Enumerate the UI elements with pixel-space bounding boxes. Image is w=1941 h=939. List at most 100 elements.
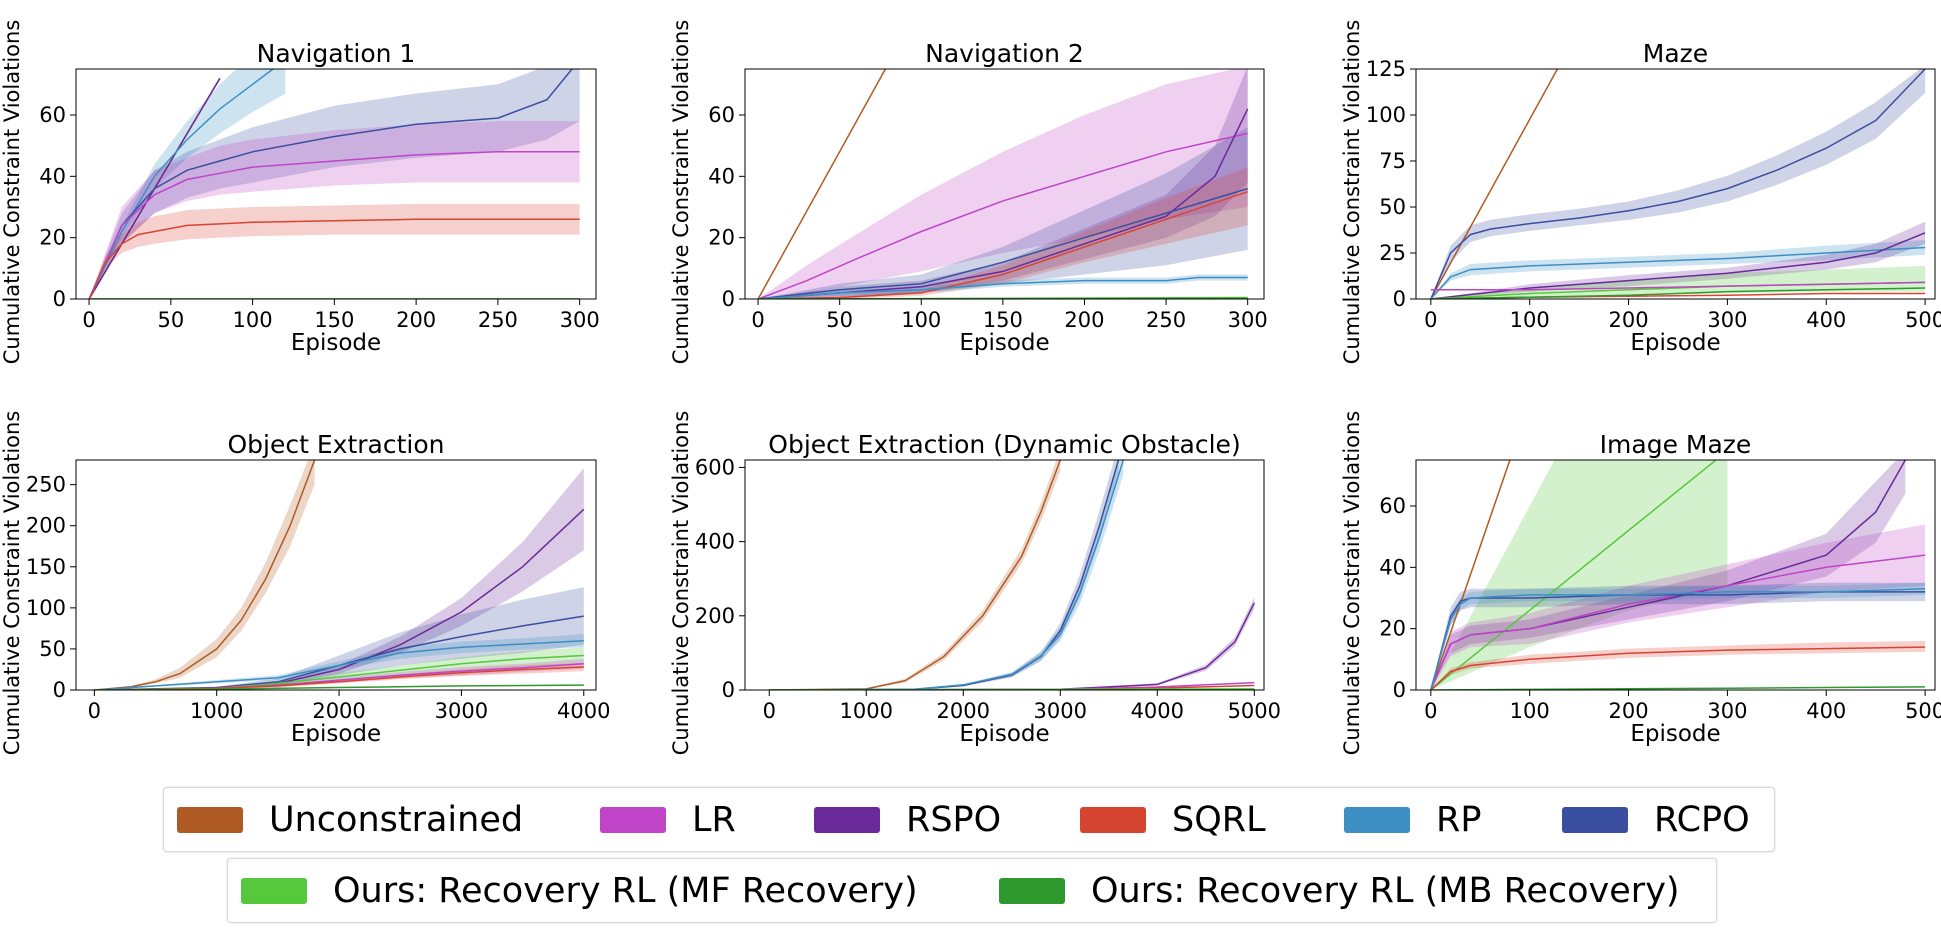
series-line-rcpo: [88, 69, 574, 299]
band-sqrl: [89, 203, 580, 299]
y-tick-label: 0: [1393, 678, 1406, 702]
series-line-lr: [757, 132, 1248, 299]
legend-item-mf-recovery: Ours: Recovery RL (MF Recovery): [241, 869, 918, 913]
x-tick-label: 200: [396, 308, 436, 332]
y-tick-label: 200: [26, 514, 66, 538]
legend-label-rp: RP: [1436, 800, 1482, 840]
chart-title: Image Maze: [1600, 430, 1752, 459]
y-tick-label: 0: [1393, 287, 1406, 311]
chart-maze: 0 100 200 300 400 500 0 25 50 75 100 125 Maze Episode…: [1340, 20, 1941, 365]
legend-item-unconstrained: Unconstrained: [177, 798, 523, 842]
x-tick-label: 250: [1146, 308, 1186, 332]
legend-swatch-mb-recovery: [999, 878, 1065, 904]
x-tick-label: 0: [1424, 308, 1437, 332]
x-tick-label: 0: [1424, 699, 1437, 723]
x-axis-label: Episode: [959, 721, 1049, 747]
x-tick-label: 100: [1510, 308, 1550, 332]
y-tick-label: 150: [26, 555, 66, 579]
y-tick-label: 40: [39, 164, 66, 188]
series-line-rcpo: [1430, 591, 1926, 690]
y-tick-label: 40: [708, 164, 735, 188]
series-line-ours-recovery-rl-mf-recovery: [1430, 460, 1718, 690]
x-tick-label: 100: [901, 308, 941, 332]
x-tick-label: 300: [1228, 308, 1268, 332]
axes-frame: [1415, 68, 1936, 300]
chart-navigation-2: 0 50 100 150 200 250 300 0 20 40 60 Navigation 2 Epi…: [669, 20, 1268, 365]
series-line-rcpo: [1430, 69, 1926, 299]
y-tick-label: 600: [695, 455, 735, 479]
band-sqrl: [1430, 640, 1926, 690]
chart-title: Object Extraction (Dynamic Obstacle): [768, 430, 1240, 459]
plot-area: [88, 69, 580, 299]
series-line-unconstrained: [1430, 460, 1511, 690]
y-tick-label: 400: [695, 530, 735, 554]
series-line-rp: [1430, 588, 1926, 690]
legend-item-rcpo: RCPO: [1562, 798, 1750, 842]
axes-frame: [75, 68, 597, 300]
y-tick-label: 0: [722, 287, 735, 311]
x-tick-label: 2000: [937, 699, 990, 723]
band-rspo: [1430, 221, 1926, 299]
band-lr: [758, 69, 1248, 299]
band-rp: [89, 69, 286, 299]
band-rspo: [1430, 460, 1906, 690]
axes-frame: [744, 459, 1265, 691]
plot-area: [1430, 460, 1926, 690]
legend-item-rp: RP: [1344, 798, 1481, 842]
x-tick-label: 300: [1707, 308, 1747, 332]
band-rcpo: [1430, 582, 1926, 690]
series-line-lr: [88, 151, 580, 299]
series-line-rp: [1430, 246, 1926, 299]
x-tick-label: 200: [1064, 308, 1104, 332]
x-tick-label: 4000: [1131, 699, 1184, 723]
y-axis-label: Cumulative Constraint Violations: [669, 411, 693, 756]
y-tick-label: 40: [1379, 555, 1406, 579]
x-tick-label: 400: [1806, 699, 1846, 723]
x-tick-label: 250: [478, 308, 518, 332]
x-tick-label: 150: [983, 308, 1023, 332]
plot-area: [757, 69, 1249, 299]
plot-area: [769, 460, 1255, 690]
band-sqrl: [758, 167, 1248, 299]
series-line-lr: [1430, 554, 1926, 690]
chart-title: Navigation 2: [925, 39, 1084, 68]
legend-swatch-mf-recovery: [241, 878, 307, 904]
y-tick-label: 60: [39, 103, 66, 127]
y-axis-label: Cumulative Constraint Violations: [1340, 20, 1364, 365]
x-axis-label: Episode: [291, 330, 381, 356]
legend-item-rspo: RSPO: [814, 798, 1001, 842]
series-line-rp: [769, 460, 1125, 690]
x-tick-label: 400: [1806, 308, 1846, 332]
legend-label-unconstrained: Unconstrained: [269, 800, 524, 840]
series-line-rp: [88, 69, 275, 299]
plot-area: [1430, 69, 1926, 299]
chart-object-extraction: 0 1000 2000 3000 4000 0 50 100 150 200 250 Object E…: [0, 411, 610, 756]
series-line-unconstrained: [769, 460, 1062, 690]
legend-label-rspo: RSPO: [906, 800, 1002, 840]
x-tick-label: 50: [826, 308, 853, 332]
legend-item-lr: LR: [600, 798, 736, 842]
x-tick-label: 200: [1608, 308, 1648, 332]
series-line-rspo: [1430, 232, 1926, 299]
x-tick-label: 3000: [1034, 699, 1087, 723]
x-tick-label: 0: [82, 308, 95, 332]
y-tick-label: 50: [1379, 195, 1406, 219]
y-axis-label: Cumulative Constraint Violations: [0, 411, 24, 756]
x-axis-label: Episode: [1630, 330, 1720, 356]
plot-area: [94, 460, 585, 690]
legend-item-sqrl: SQRL: [1080, 798, 1266, 842]
y-tick-label: 200: [695, 604, 735, 628]
axes-frame: [744, 68, 1265, 300]
legend-label-mb-recovery: Ours: Recovery RL (MB Recovery): [1091, 871, 1680, 911]
y-tick-label: 100: [26, 596, 66, 620]
y-tick-label: 60: [708, 103, 735, 127]
legend-swatch-unconstrained: [177, 807, 243, 833]
legend-swatch-rp: [1344, 807, 1410, 833]
x-tick-label: 50: [157, 308, 184, 332]
y-tick-label: 125: [1366, 57, 1406, 81]
series-line-unconstrained: [757, 69, 887, 299]
legend-swatch-lr: [600, 807, 666, 833]
legend-label-sqrl: SQRL: [1172, 800, 1266, 840]
x-tick-label: 0: [88, 699, 101, 723]
